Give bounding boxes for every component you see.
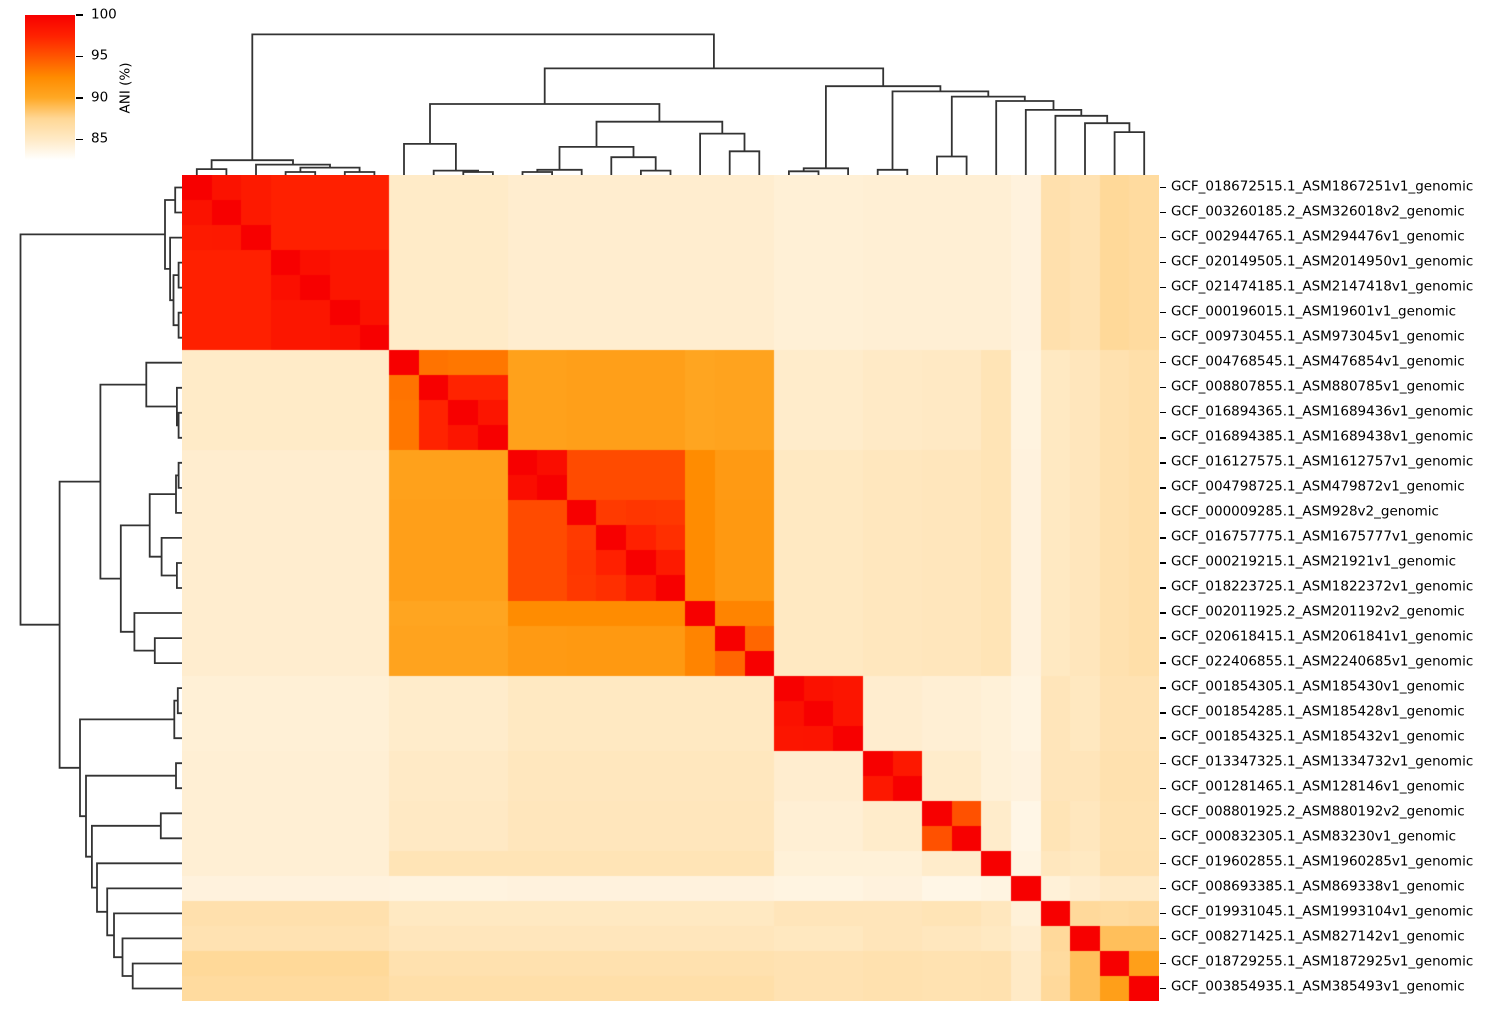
row-label: GCF_001854325.1_ASM185432v1_genomic — [1171, 728, 1465, 745]
colorbar-tick-label: 85 — [91, 130, 109, 147]
row-label: GCF_008693385.1_ASM869338v1_genomic — [1171, 879, 1465, 896]
row-tick — [1160, 712, 1166, 714]
row-tick — [1160, 211, 1166, 214]
row-label: GCF_019602855.1_ASM1960285v1_genomic — [1171, 854, 1474, 871]
heatmap — [182, 175, 1159, 1001]
row-label: GCF_019931045.1_ASM1993104v1_genomic — [1171, 904, 1474, 921]
row-tick — [1160, 887, 1166, 890]
row-label: GCF_001281465.1_ASM128146v1_genomic — [1171, 778, 1465, 795]
colorbar-tick-mark — [76, 14, 83, 16]
colorbar-gradient — [25, 15, 75, 160]
row-tick — [1160, 236, 1166, 239]
row-label: GCF_020149505.1_ASM2014950v1_genomic — [1171, 253, 1474, 270]
row-tick — [1160, 987, 1166, 990]
row-tick — [1160, 937, 1166, 940]
row-label: GCF_018223725.1_ASM1822372v1_genomic — [1171, 578, 1474, 595]
colorbar-tick-mark — [76, 138, 83, 141]
colorbar-tick-label: 90 — [91, 89, 109, 106]
row-label: GCF_013347325.1_ASM1334732v1_genomic — [1171, 753, 1474, 770]
row-tick — [1160, 512, 1166, 514]
row-label: GCF_021474185.1_ASM2147418v1_genomic — [1171, 278, 1474, 295]
row-tick — [1160, 562, 1166, 564]
row-label: GCF_003854935.1_ASM385493v1_genomic — [1171, 979, 1465, 996]
row-label: GCF_004798725.1_ASM479872v1_genomic — [1171, 478, 1465, 495]
row-tick — [1160, 412, 1166, 414]
colorbar-tick-mark — [76, 97, 83, 99]
row-tick — [1160, 537, 1166, 539]
row-label: GCF_016894365.1_ASM1689436v1_genomic — [1171, 403, 1474, 420]
row-tick — [1160, 812, 1166, 814]
row-tick — [1160, 837, 1166, 839]
row-label: GCF_001854285.1_ASM185428v1_genomic — [1171, 703, 1465, 720]
row-label: GCF_000832305.1_ASM83230v1_genomic — [1171, 829, 1457, 846]
colorbar-axis-label: ANI (%) — [117, 62, 134, 113]
row-label: GCF_000219215.1_ASM21921v1_genomic — [1171, 553, 1457, 570]
row-label: GCF_016127575.1_ASM1612757v1_genomic — [1171, 453, 1474, 470]
row-tick — [1160, 487, 1166, 489]
row-label: GCF_001854305.1_ASM185430v1_genomic — [1171, 678, 1465, 695]
column-dendrogram — [195, 33, 1146, 175]
row-label: GCF_008801925.2_ASM880192v2_genomic — [1171, 803, 1465, 820]
row-tick — [1160, 962, 1166, 965]
row-tick — [1160, 637, 1166, 639]
row-tick — [1160, 662, 1166, 664]
row-label: GCF_016757775.1_ASM1675777v1_genomic — [1171, 528, 1474, 545]
row-tick — [1160, 762, 1166, 764]
row-tick — [1160, 737, 1166, 739]
row-tick — [1160, 186, 1166, 189]
row-tick — [1160, 362, 1166, 364]
top-dendrogram-lines — [195, 33, 1146, 175]
colorbar-tick-mark — [76, 55, 83, 58]
row-tick — [1160, 311, 1166, 314]
row-label: GCF_008271425.1_ASM827142v1_genomic — [1171, 929, 1465, 946]
row-tick — [1160, 286, 1166, 289]
colorbar-tick-label: 95 — [91, 47, 109, 64]
row-dendrogram — [19, 186, 182, 990]
row-tick — [1160, 462, 1166, 464]
row-label: GCF_002944765.1_ASM294476v1_genomic — [1171, 228, 1465, 245]
row-tick — [1160, 336, 1166, 339]
row-label: GCF_009730455.1_ASM973045v1_genomic — [1171, 328, 1465, 345]
row-label: GCF_000009285.1_ASM928v2_genomic — [1171, 503, 1439, 520]
row-label: GCF_002011925.2_ASM201192v2_genomic — [1171, 603, 1465, 620]
row-tick — [1160, 587, 1166, 589]
row-label: GCF_018729255.1_ASM1872925v1_genomic — [1171, 954, 1474, 971]
colorbar-tick-label: 100 — [91, 6, 117, 23]
left-dendrogram-lines — [19, 186, 182, 990]
colorbar — [25, 15, 75, 160]
row-label: GCF_004768545.1_ASM476854v1_genomic — [1171, 353, 1465, 370]
row-label: GCF_016894385.1_ASM1689438v1_genomic — [1171, 428, 1474, 445]
row-tick — [1160, 387, 1166, 389]
row-label: GCF_000196015.1_ASM19601v1_genomic — [1171, 303, 1457, 320]
row-tick — [1160, 687, 1166, 689]
row-tick — [1160, 612, 1166, 614]
row-label: GCF_018672515.1_ASM1867251v1_genomic — [1171, 178, 1474, 195]
row-tick — [1160, 912, 1166, 915]
row-label: GCF_008807855.1_ASM880785v1_genomic — [1171, 378, 1465, 395]
row-tick — [1160, 787, 1166, 789]
row-label: GCF_022406855.1_ASM2240685v1_genomic — [1171, 653, 1474, 670]
row-label: GCF_020618415.1_ASM2061841v1_genomic — [1171, 628, 1474, 645]
row-tick — [1160, 437, 1166, 439]
row-tick — [1160, 261, 1166, 264]
row-tick — [1160, 862, 1166, 865]
row-label: GCF_003260185.2_ASM326018v2_genomic — [1171, 203, 1465, 220]
